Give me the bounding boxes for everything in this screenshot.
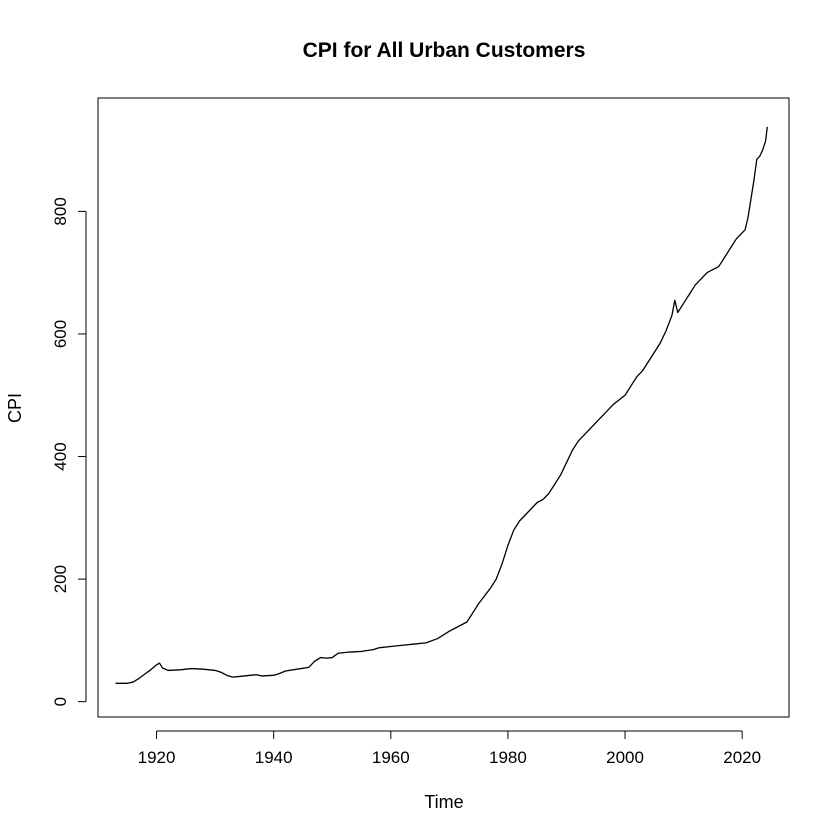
plot-area-frame — [97, 97, 790, 718]
x-tick-label: 1960 — [372, 748, 410, 767]
x-tick-label: 1920 — [138, 748, 176, 767]
y-axis-label: CPI — [5, 393, 25, 423]
x-tick-label: 2000 — [606, 748, 644, 767]
chart-title: CPI for All Urban Customers — [303, 39, 586, 62]
y-tick-label: 600 — [51, 320, 70, 348]
y-tick-label: 400 — [51, 442, 70, 470]
cpi-series-line — [115, 126, 768, 684]
x-axis-label: Time — [424, 792, 463, 812]
x-tick-label: 2020 — [723, 748, 761, 767]
y-tick-label: 0 — [51, 697, 70, 706]
y-tick-label: 200 — [51, 565, 70, 593]
y-axis: 0 200 400 600 800 — [51, 197, 87, 706]
x-tick-label: 1980 — [489, 748, 527, 767]
x-tick-label: 1940 — [255, 748, 293, 767]
x-axis: 1920 1940 1960 1980 2000 2020 — [138, 730, 761, 767]
y-tick-label: 800 — [51, 197, 70, 225]
